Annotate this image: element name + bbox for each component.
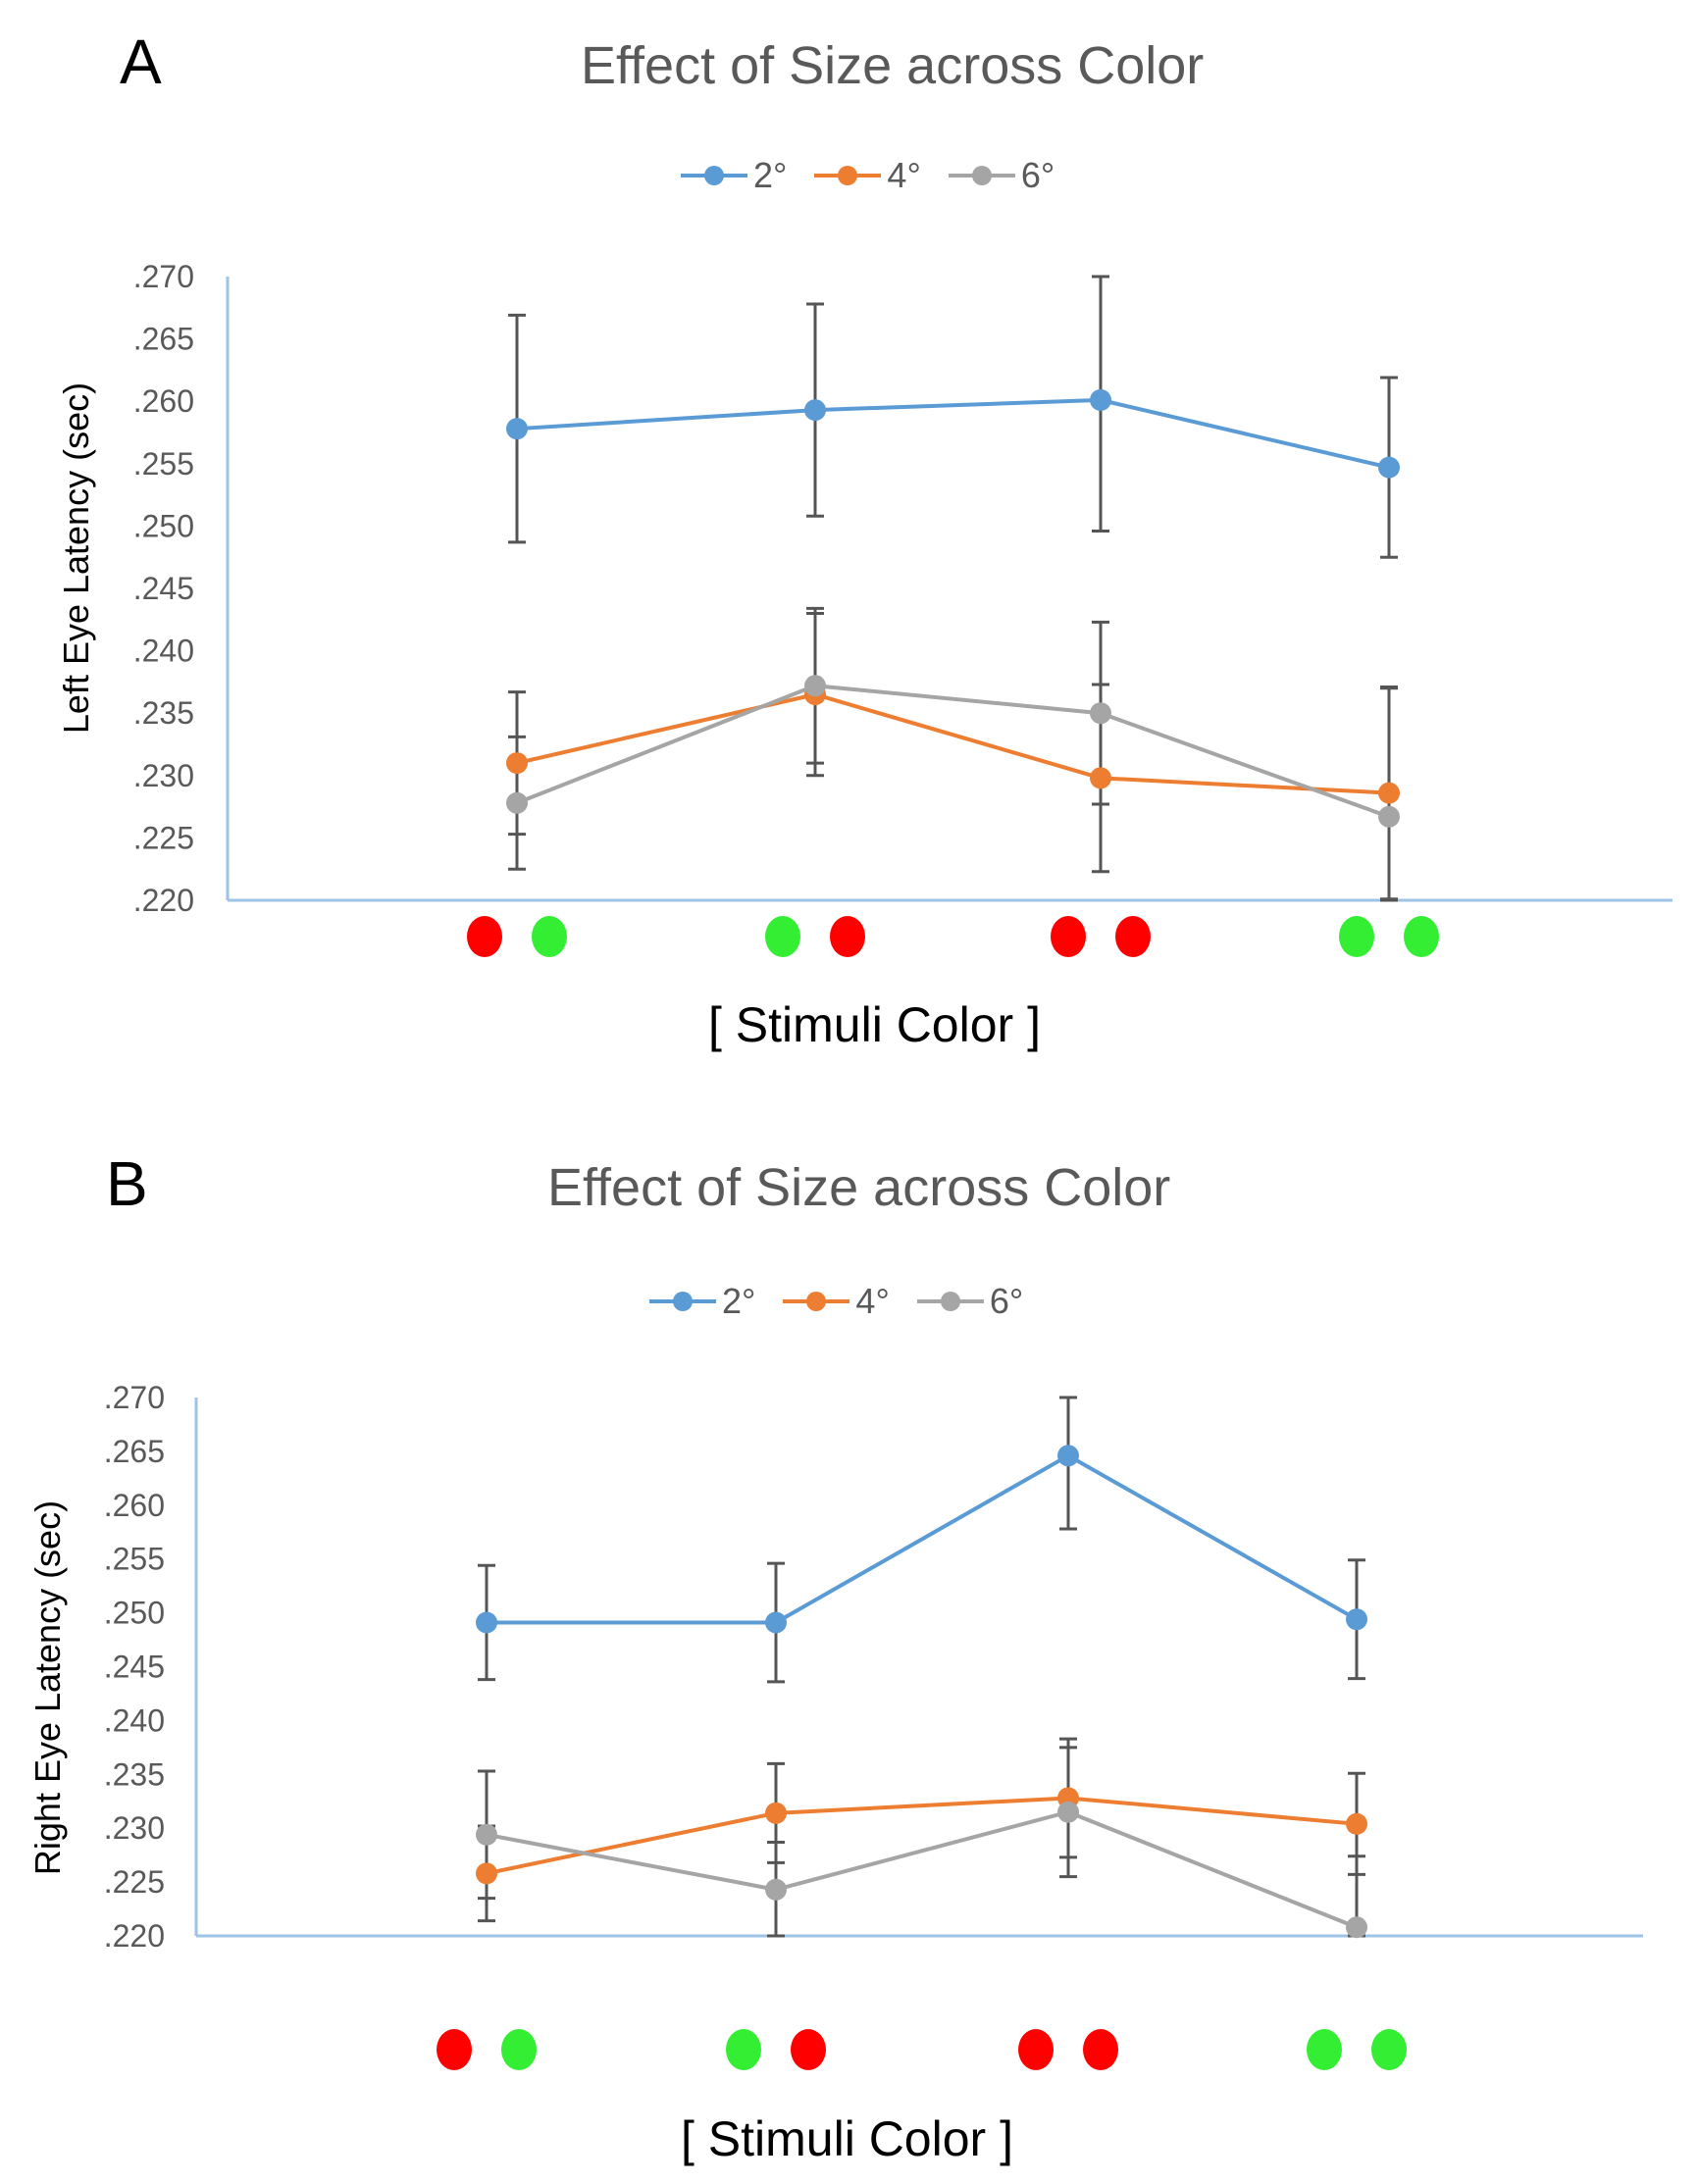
chart-b-legend: 2° 4° 6° [649,1281,1051,1322]
legend-a-item-2deg: 2° [681,155,787,196]
data-point [765,1802,787,1824]
y-tick-label: .220 [133,883,194,918]
y-tick-label: .270 [133,259,194,294]
y-tick-label: .250 [104,1596,165,1631]
stimulus-color-dot [501,2029,537,2070]
series-line [486,1796,1358,1876]
y-tick-label: .260 [104,1488,165,1523]
stimulus-color-dot [726,2029,761,2070]
stimulus-color-dot [467,916,502,957]
stimulus-color-dot [532,916,567,957]
series-line [516,684,1390,819]
y-tick-label: .235 [133,695,194,731]
data-point [1090,388,1111,411]
y-tick-label: .270 [104,1380,165,1415]
data-point [1346,1608,1367,1631]
data-point [1057,1445,1079,1467]
legend-b-label: 4° [855,1281,890,1321]
series-line [516,692,1390,795]
legend-b-item-2deg: 2° [649,1281,755,1322]
chart-b-title: Effect of Size across Color [547,1158,1171,1217]
y-tick-label: .255 [133,446,194,482]
stimulus-color-dot [437,2029,472,2070]
data-point [506,418,528,440]
data-point [765,1878,787,1901]
stimulus-color-dot [1339,916,1374,957]
y-tick-label: .235 [104,1756,165,1792]
y-tick-label: .225 [133,820,194,855]
data-point [804,399,826,422]
series-line [486,1809,1358,1930]
data-point [1346,1916,1367,1939]
legend-b-item-4deg: 4° [783,1281,890,1322]
y-tick-label: .230 [133,758,194,793]
y-tick-label: .245 [104,1650,165,1685]
stimulus-color-dot [830,916,865,957]
stimulus-color-dot [765,916,800,957]
stimulus-color-dot [1404,916,1439,957]
y-tick-label: .265 [133,322,194,357]
chart-b-xlabel: [ Stimuli Color ] [681,2111,1013,2166]
panel-b-letter: B [106,1148,148,1219]
legend-a-item-6deg: 6° [948,155,1055,196]
stimulus-color-dot [1307,2029,1342,2070]
data-point [506,752,528,775]
y-tick-label: .260 [133,383,194,419]
data-point [476,1611,497,1634]
data-point [476,1862,497,1885]
y-tick-label: .265 [104,1434,165,1469]
chart-a-legend: 2° 4° 6° [681,155,1082,196]
data-point [506,791,528,814]
y-tick-label: .255 [104,1542,165,1577]
chart-a-title: Effect of Size across Color [581,36,1205,95]
data-point [1057,1801,1079,1823]
data-point [1378,782,1400,804]
legend-a-item-4deg: 4° [814,155,921,196]
legend-a-label: 4° [887,155,921,195]
series-line [487,1452,1358,1625]
stimulus-color-dot [791,2029,826,2070]
y-tick-label: .240 [104,1702,165,1738]
stimulus-color-dot [1371,2029,1407,2070]
data-point [1378,805,1400,828]
chart-a-plot: .270 .265 .260 .255 .250 .245 .240 .235 .230 .225… [133,259,1672,957]
y-tick-label: .230 [104,1810,165,1846]
data-point [1378,456,1400,479]
data-point [1090,767,1111,789]
legend-b-label: 6° [989,1281,1024,1321]
data-point [1090,702,1111,725]
data-point [804,675,826,697]
series-line [516,397,1390,470]
stimulus-color-dot [1051,916,1086,957]
stimulus-color-dot [1115,916,1151,957]
stimulus-color-dot [1083,2029,1118,2070]
legend-a-label: 6° [1020,155,1055,195]
y-tick-label: .250 [133,508,194,543]
y-tick-label: .245 [133,571,194,606]
stimulus-color-dot [1018,2029,1054,2070]
data-point [476,1823,497,1846]
y-tick-label: .225 [104,1864,165,1900]
legend-b-item-6deg: 6° [916,1281,1024,1322]
chart-a-xlabel: [ Stimuli Color ] [708,997,1041,1052]
legend-b-label: 2° [722,1281,756,1321]
legend-a-label: 2° [753,155,788,195]
y-tick-label: .240 [133,634,194,669]
data-point [765,1611,787,1634]
panel-a-letter: A [120,26,162,97]
y-tick-label: .220 [104,1918,165,1954]
data-point [1346,1812,1367,1835]
